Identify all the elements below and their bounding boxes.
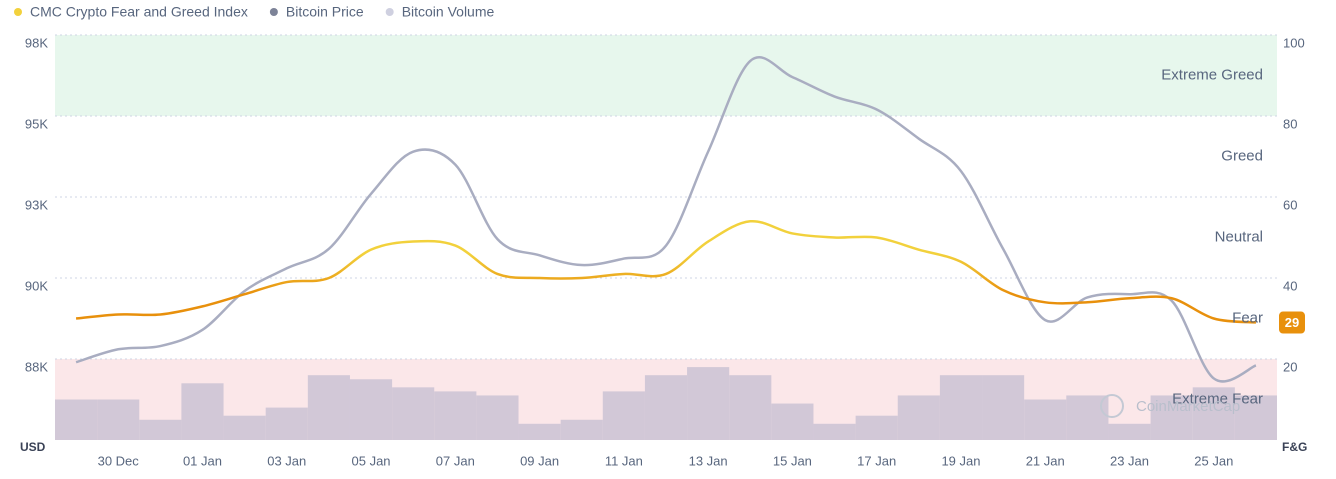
volume-bar xyxy=(139,419,182,440)
x-tick-label: 11 Jan xyxy=(605,453,643,468)
zone-label: Extreme Greed xyxy=(1161,66,1263,83)
volume-bar xyxy=(771,403,814,440)
y-tick-label: 90K xyxy=(25,278,48,293)
zone-label: Greed xyxy=(1221,147,1263,164)
value-badge xyxy=(1279,311,1305,334)
x-tick-label: 03 Jan xyxy=(267,453,306,468)
volume-bars xyxy=(55,367,1277,440)
legend-label: CMC Crypto Fear and Greed Index xyxy=(30,4,248,20)
volume-bar xyxy=(181,383,224,440)
x-tick-label: 25 Jan xyxy=(1194,453,1233,468)
x-tick-label: 01 Jan xyxy=(183,453,222,468)
x-tick-label: 17 Jan xyxy=(857,453,896,468)
volume-bar xyxy=(1234,395,1277,440)
volume-bar xyxy=(982,375,1025,440)
y2-tick-label: 40 xyxy=(1283,278,1297,293)
y2-axis-title: F&G xyxy=(1282,440,1307,454)
x-tick-label: 09 Jan xyxy=(520,453,559,468)
legend-label: Bitcoin Volume xyxy=(402,4,495,20)
volume-bar xyxy=(307,375,350,440)
volume-bar xyxy=(560,419,603,440)
x-tick-label: 07 Jan xyxy=(436,453,475,468)
y2-tick-label: 20 xyxy=(1283,359,1297,374)
legend-marker xyxy=(269,8,278,16)
labels: Extreme Greed Greed Neutral Fear Extreme Fea… xyxy=(25,35,1305,468)
volume-bar xyxy=(729,375,772,440)
volume-bar xyxy=(1150,395,1193,440)
price-line xyxy=(75,56,1257,383)
volume-bar xyxy=(1192,387,1235,440)
volume-bar xyxy=(813,423,856,440)
y-tick-label: 88K xyxy=(25,359,48,374)
x-tick-label: 15 Jan xyxy=(773,453,812,468)
y2-tick-label: 60 xyxy=(1283,197,1297,212)
legend-marker xyxy=(385,8,394,16)
y-tick-label: 95K xyxy=(25,116,48,131)
x-tick-label: 13 Jan xyxy=(689,453,728,468)
y-axis-title: USD xyxy=(20,440,46,454)
volume-bar xyxy=(476,395,519,440)
volume-bar xyxy=(55,399,98,440)
fear-greed-line xyxy=(75,220,1257,324)
volume-bar xyxy=(644,375,688,440)
volume-bar xyxy=(687,367,730,440)
zone-label: Fear xyxy=(1232,309,1263,326)
legend: CMC Crypto Fear and Greed Index Bitcoin P… xyxy=(14,4,495,20)
legend-marker xyxy=(14,8,22,16)
x-tick-label: 30 Dec xyxy=(98,453,140,468)
x-tick-label: 21 Jan xyxy=(1026,453,1065,468)
volume-bar xyxy=(434,391,477,440)
legend-label: Bitcoin Price xyxy=(286,4,364,20)
grid xyxy=(55,34,1277,360)
value-label: 29 xyxy=(1285,315,1299,330)
volume-bar xyxy=(97,399,140,440)
volume-bar xyxy=(392,387,435,440)
y-tick-label: 93K xyxy=(25,197,48,212)
y2-tick-label: 80 xyxy=(1283,116,1297,131)
volume-bar xyxy=(349,379,393,440)
y2-tick-label: 100 xyxy=(1283,35,1305,50)
y-tick-label: 98K xyxy=(25,35,48,50)
volume-bar xyxy=(897,395,940,440)
watermark: CoinMarketCap xyxy=(1136,398,1240,415)
watermark-logo: CoinMarketCap xyxy=(1100,394,1240,418)
volume-bar xyxy=(1024,399,1067,440)
zone-label: Neutral xyxy=(1215,228,1263,245)
zone-label: Extreme Fear xyxy=(1172,390,1263,407)
volume-bar xyxy=(855,415,898,440)
volume-bar xyxy=(939,375,983,440)
x-tick-label: 23 Jan xyxy=(1110,453,1149,468)
volume-bar xyxy=(1108,423,1151,440)
volume-bar xyxy=(223,415,266,440)
volume-bar xyxy=(265,407,308,440)
volume-bar xyxy=(518,423,561,440)
zone-band xyxy=(55,35,1277,116)
lines: 29 xyxy=(75,56,1305,383)
x-tick-label: 05 Jan xyxy=(352,453,391,468)
x-tick-label: 19 Jan xyxy=(941,453,980,468)
volume-bar xyxy=(602,391,645,440)
